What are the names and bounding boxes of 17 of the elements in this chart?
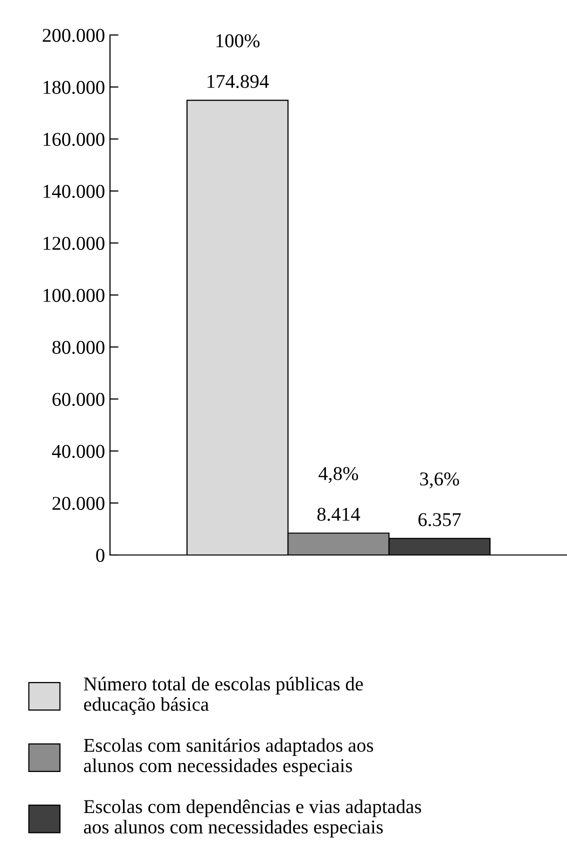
y-tick-label: 0: [96, 548, 104, 562]
text: 4,8% 8.414: [317, 467, 360, 521]
y-tick-label: 80.000: [52, 340, 104, 354]
legend-label: Número total de escolas públicas de educação básica: [84, 676, 363, 715]
legend-label: Escolas com sanitários adaptados aos alunos com necessidades especiais: [84, 738, 374, 776]
legend-label: Escolas com dependências e vias adaptadas aos alunos com necessidades especiais: [84, 800, 422, 838]
text: 3,6% 6.357: [418, 472, 461, 526]
y-tick-label: 160.000: [44, 132, 104, 146]
y-tick-label: 120.000: [44, 236, 104, 250]
y-tick-label: 180.000: [44, 80, 104, 94]
y-tick-label: 40.000: [52, 444, 104, 458]
y-tick-label: 100.000: [44, 288, 104, 302]
y-tick-label: 20.000: [52, 496, 104, 510]
y-tick-label: 60.000: [52, 392, 104, 406]
y-tick-label: 200.000: [42, 28, 104, 42]
y-tick-label: 140.000: [44, 184, 104, 198]
text: 100% 174.894: [208, 34, 269, 88]
